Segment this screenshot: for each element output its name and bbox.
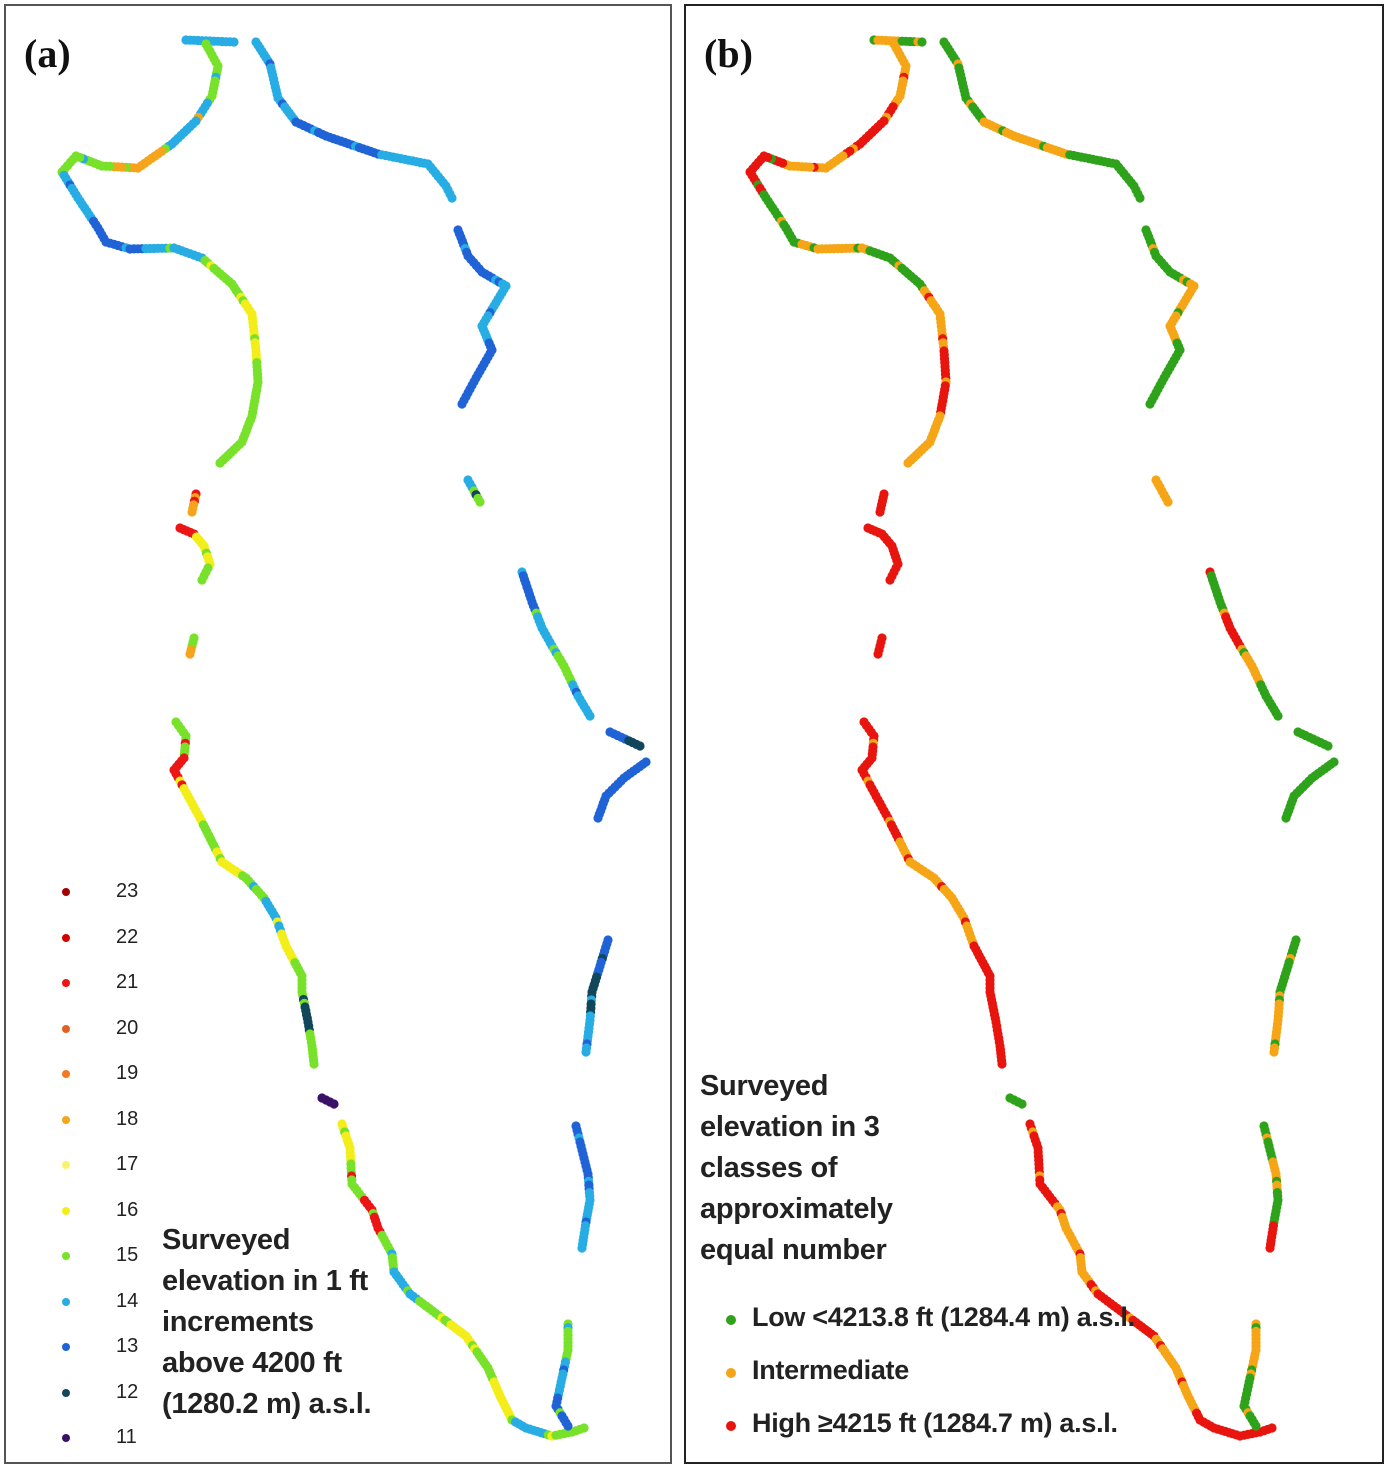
survey-point [1251, 1421, 1261, 1431]
track-b-map [745, 35, 1339, 1441]
legend-label: 17 [116, 1153, 139, 1175]
title-line: (1280.2 m) a.s.l. [162, 1388, 372, 1420]
panel-a-label: (a) [24, 31, 71, 76]
survey-point [917, 37, 927, 47]
survey-point [1273, 711, 1283, 721]
title-line: Surveyed [700, 1070, 829, 1102]
legend-dot [726, 1368, 736, 1378]
survey-point [997, 1059, 1007, 1069]
legend-dot [62, 1024, 70, 1033]
survey-point [229, 37, 239, 47]
legend-label: High ≥4215 ft (1284.7 m) a.s.l. [752, 1408, 1118, 1438]
survey-point [447, 193, 457, 203]
legend-dot [726, 1421, 736, 1431]
survey-point [1135, 193, 1145, 203]
legend-dot [62, 1297, 70, 1306]
survey-point [1281, 813, 1291, 823]
track-a-map [57, 35, 651, 1441]
title-line: classes of [700, 1152, 838, 1184]
survey-point [1265, 1243, 1275, 1253]
legend-dot [62, 1070, 70, 1078]
panel-b-title: Surveyed elevation in 3 classes of approxim… [700, 1066, 893, 1271]
legend-label: 18 [116, 1107, 139, 1130]
survey-point [197, 575, 207, 585]
legend-label: 21 [116, 971, 139, 993]
survey-point [475, 497, 485, 507]
legend-label: 16 [116, 1198, 139, 1221]
survey-point [1017, 1099, 1027, 1109]
survey-point [635, 741, 645, 751]
survey-point [185, 649, 195, 659]
legend-label: 19 [116, 1062, 139, 1084]
title-line: elevation in 1 ft [162, 1265, 368, 1297]
legend-dot [62, 888, 70, 896]
legend-label: 13 [116, 1335, 139, 1357]
survey-point [1267, 1423, 1277, 1433]
survey-point [329, 1099, 339, 1109]
legend-dot [62, 1388, 70, 1397]
title-line: elevation in 3 [700, 1111, 880, 1143]
panel-b: (b) Surveyed elevation in 3 classes of appr… [684, 4, 1384, 1464]
legend-label: 20 [116, 1016, 139, 1039]
survey-point [885, 575, 895, 585]
legend-label: Low <4213.8 ft (1284.4 m) a.s.l. [752, 1302, 1135, 1332]
legend-dot [62, 1343, 70, 1351]
survey-point [309, 1059, 319, 1069]
survey-point [187, 507, 197, 517]
title-line: Surveyed [162, 1224, 291, 1256]
legend-dot [62, 1115, 70, 1124]
survey-point [579, 1423, 589, 1433]
survey-point [581, 1047, 591, 1057]
title-line: above 4200 ft [162, 1347, 342, 1379]
survey-point [875, 507, 885, 517]
legend-label: 14 [116, 1289, 139, 1312]
survey-point [215, 458, 225, 468]
survey-point [593, 813, 603, 823]
legend-dot [62, 1206, 70, 1215]
legend-label: 11 [116, 1426, 137, 1448]
legend-dot [62, 933, 70, 942]
panel-a-title: Surveyed elevation in 1 ft increments above… [162, 1220, 372, 1425]
survey-point [1145, 399, 1155, 409]
survey-point [563, 1421, 573, 1431]
survey-point [1163, 497, 1173, 507]
survey-point [873, 649, 883, 659]
survey-point [1269, 1047, 1279, 1057]
survey-point [1323, 741, 1333, 751]
legend-dot [62, 1434, 70, 1442]
survey-point [903, 458, 913, 468]
panel-a: (a) 23 22 21 20 19 18 17 16 15 14 13 12 11 Surveyed e… [4, 4, 672, 1464]
title-line: equal number [700, 1234, 887, 1266]
legend-dot [726, 1315, 736, 1325]
title-line: approximately [700, 1193, 893, 1225]
legend-dot [62, 1252, 70, 1260]
legend-dot [62, 1161, 70, 1169]
legend-label: Intermediate [752, 1355, 909, 1385]
legend-label: 15 [116, 1244, 139, 1266]
title-line: increments [162, 1306, 314, 1338]
legend-dot [62, 979, 70, 987]
legend-label: 23 [116, 880, 139, 902]
survey-point [585, 711, 595, 721]
legend-label: 22 [116, 925, 139, 948]
survey-point [457, 399, 467, 409]
legend-label: 12 [116, 1380, 139, 1403]
panel-b-label: (b) [704, 31, 753, 76]
survey-point [577, 1243, 587, 1253]
